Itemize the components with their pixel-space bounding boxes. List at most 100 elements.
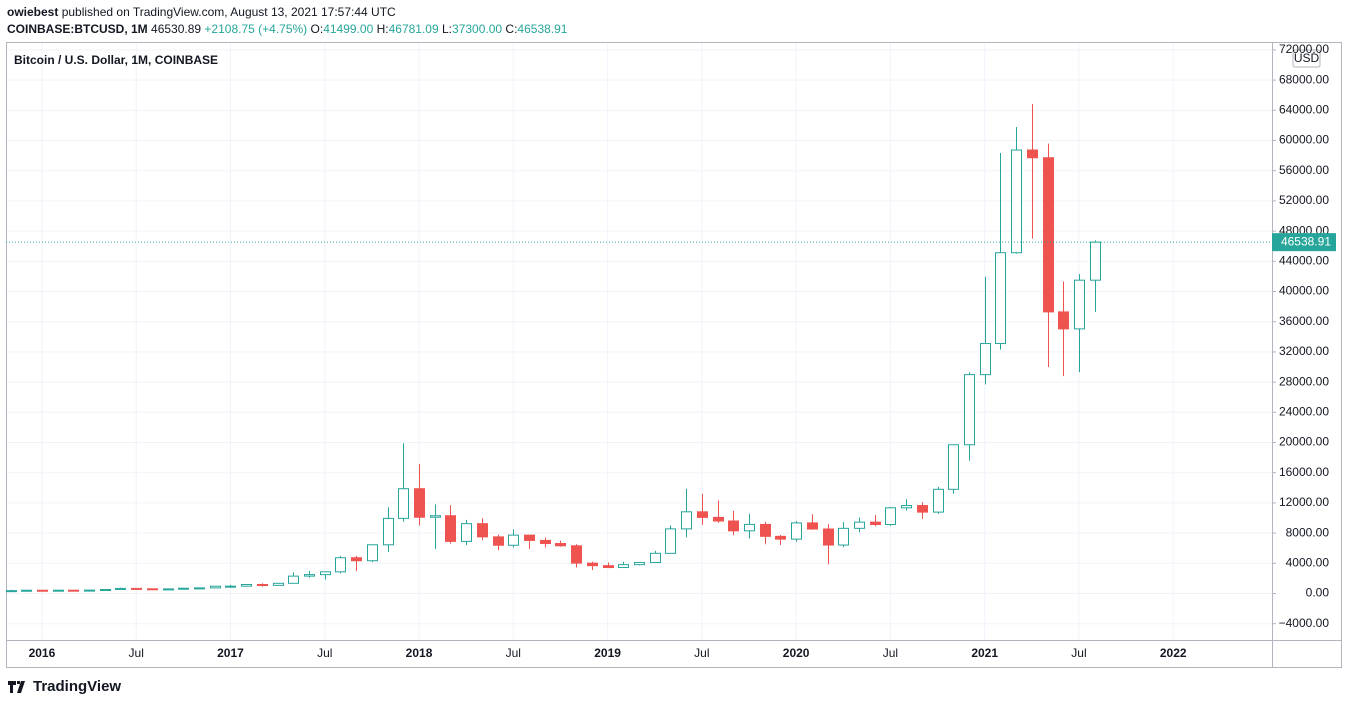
y-tick-label: 8000.00 xyxy=(1286,525,1330,539)
ohlc-value: 46781.09 xyxy=(388,22,439,36)
candle-body xyxy=(1043,157,1054,313)
x-tick-label: Jul xyxy=(129,646,144,660)
y-tick-label: 68000.00 xyxy=(1279,72,1329,86)
candle xyxy=(100,588,111,591)
candle-body xyxy=(288,575,299,584)
quote-line: COINBASE:BTCUSD, 1M 46530.89 +2108.75 (+… xyxy=(7,22,567,36)
candle-body xyxy=(681,511,692,530)
candle xyxy=(508,529,519,548)
candle-body xyxy=(540,539,551,545)
candle xyxy=(1090,240,1101,312)
x-tick-label: 2017 xyxy=(217,646,244,660)
published: published on TradingView.com, August 13,… xyxy=(61,5,396,19)
x-tick-label: 2016 xyxy=(29,646,56,660)
candle xyxy=(273,582,284,586)
candle xyxy=(1074,274,1085,373)
symbol: COINBASE:BTCUSD, 1M xyxy=(7,22,148,36)
y-tick-label: 4000.00 xyxy=(1286,555,1330,569)
candle xyxy=(320,571,331,580)
candle-body xyxy=(37,589,48,592)
candle xyxy=(493,534,504,551)
candle-body xyxy=(335,557,346,573)
candle-body xyxy=(21,589,32,592)
candle-body xyxy=(430,515,441,518)
candle xyxy=(571,544,582,568)
candle-body xyxy=(838,527,849,546)
ohlc-label: L: xyxy=(442,22,453,36)
candle-body xyxy=(995,252,1006,345)
candle xyxy=(430,504,441,549)
candle xyxy=(775,534,786,545)
x-tick-label: Jul xyxy=(1071,646,1086,660)
candle-body xyxy=(477,523,488,538)
candle xyxy=(728,510,739,536)
candle-body xyxy=(760,523,771,537)
candle xyxy=(854,517,865,533)
y-tick-label: 60000.00 xyxy=(1279,133,1329,147)
x-tick-label: Jul xyxy=(317,646,332,660)
x-tick-label: Jul xyxy=(883,646,898,660)
brand: TradingView xyxy=(33,678,121,695)
candle xyxy=(603,562,614,569)
candle-body xyxy=(933,488,944,513)
candle xyxy=(21,589,32,592)
candle-body xyxy=(225,585,236,588)
y-tick-label: 52000.00 xyxy=(1279,193,1329,207)
candle-body xyxy=(210,585,221,589)
candle-body xyxy=(901,505,912,509)
y-tick-label: 0.00 xyxy=(1306,586,1330,600)
candle-body xyxy=(744,523,755,532)
candle xyxy=(68,589,79,592)
candle-body xyxy=(807,522,818,530)
candle xyxy=(948,444,959,494)
candle xyxy=(1011,127,1022,254)
candle xyxy=(634,562,645,566)
y-tick-label: 24000.00 xyxy=(1279,404,1329,418)
candle-body xyxy=(147,588,158,591)
x-tick-label: 2018 xyxy=(406,646,433,660)
candle-body xyxy=(414,488,425,518)
candle xyxy=(823,524,834,565)
candle-body xyxy=(917,505,928,513)
candle-body xyxy=(383,517,394,546)
x-tick-label: 2022 xyxy=(1160,646,1187,660)
candle xyxy=(760,521,771,545)
candle xyxy=(933,487,944,514)
candle xyxy=(461,519,472,545)
x-tick-label: 2019 xyxy=(594,646,621,660)
candle-body xyxy=(697,511,708,518)
y-tick-label: 40000.00 xyxy=(1279,284,1329,298)
y-tick-label: 64000.00 xyxy=(1279,102,1329,116)
x-tick-label: Jul xyxy=(506,646,521,660)
currency-box xyxy=(1292,49,1321,68)
candle-body xyxy=(131,587,142,590)
candle-body xyxy=(571,545,582,564)
ohlc-value: 41499.00 xyxy=(323,22,374,36)
candle-body xyxy=(885,507,896,525)
candle xyxy=(398,443,409,522)
candle xyxy=(383,507,394,552)
candle-body xyxy=(178,587,189,590)
y-tick-label: 32000.00 xyxy=(1279,344,1329,358)
x-tick-label: 2020 xyxy=(783,646,810,660)
ohlc-value: 37300.00 xyxy=(452,22,503,36)
candle-body xyxy=(1027,149,1038,159)
change: +2108.75 (+4.75%) xyxy=(204,22,308,36)
candle-body xyxy=(398,488,409,519)
ohlc-label: O: xyxy=(310,22,324,36)
candle-body xyxy=(524,534,535,541)
candle-body xyxy=(618,564,629,569)
candle xyxy=(555,540,566,547)
candle-body xyxy=(367,544,378,562)
x-tick-label: 2021 xyxy=(971,646,998,660)
candle-body xyxy=(100,588,111,591)
publish-line: owiebest published on TradingView.com, A… xyxy=(7,5,396,19)
candle-body xyxy=(1058,311,1069,330)
candle xyxy=(980,276,991,385)
candle-body xyxy=(84,589,95,592)
candle xyxy=(257,583,268,587)
candle xyxy=(838,522,849,548)
candle-body xyxy=(241,584,252,587)
candle xyxy=(524,534,535,550)
